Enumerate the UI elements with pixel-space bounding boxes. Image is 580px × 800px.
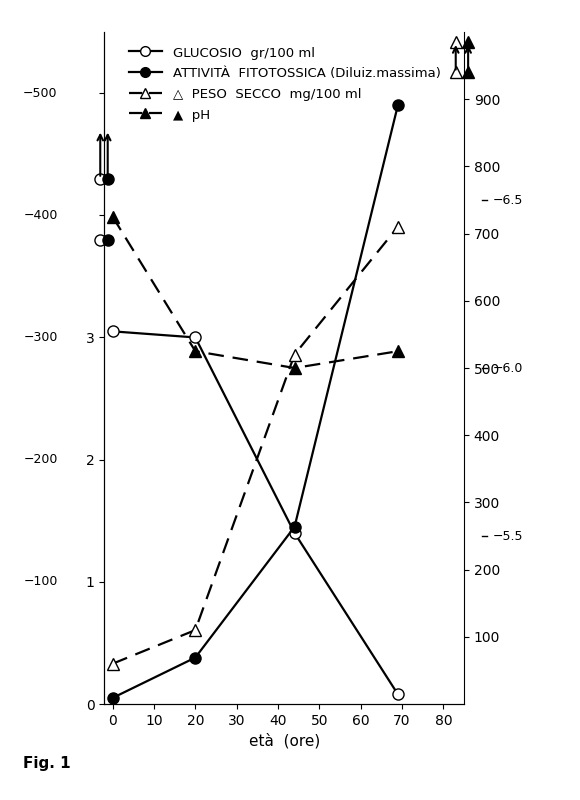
- Text: −100: −100: [23, 575, 57, 588]
- Text: Fig. 1: Fig. 1: [23, 756, 71, 771]
- Text: −6.5: −6.5: [493, 194, 523, 206]
- Text: −5.5: −5.5: [493, 530, 523, 542]
- Text: −200: −200: [23, 453, 57, 466]
- Text: −400: −400: [23, 209, 57, 222]
- Text: −500: −500: [23, 86, 57, 99]
- X-axis label: età  (ore): età (ore): [249, 734, 320, 749]
- Text: −300: −300: [23, 331, 57, 344]
- Text: −6.0: −6.0: [493, 362, 523, 374]
- Legend: GLUCOSIO  gr/100 ml, ATTIVITÀ  FITOTOSSICA (Diluiz.massima), △  PESO  SECCO  mg/: GLUCOSIO gr/100 ml, ATTIVITÀ FITOTOSSICA…: [124, 40, 445, 127]
